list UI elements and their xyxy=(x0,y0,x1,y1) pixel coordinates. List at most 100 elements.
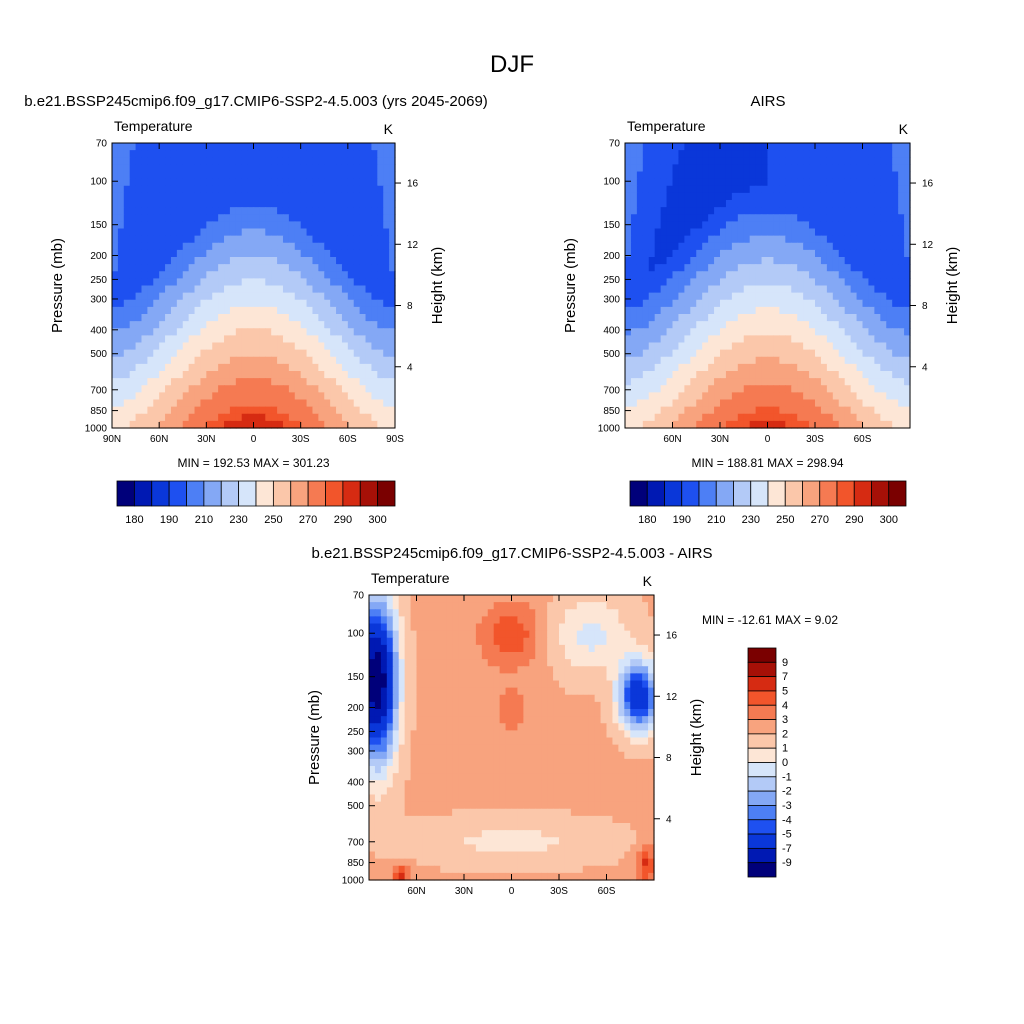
field-cell xyxy=(147,235,154,244)
field-cell xyxy=(129,356,137,365)
field-cell xyxy=(737,292,745,301)
field-cell xyxy=(440,687,447,696)
field-cell xyxy=(898,378,905,386)
field-cell xyxy=(312,257,319,265)
field-cell xyxy=(306,257,314,265)
field-cell xyxy=(383,171,390,180)
field-cell xyxy=(570,716,578,724)
field-cell xyxy=(147,192,154,201)
field-cell xyxy=(392,687,400,696)
field-cell xyxy=(898,143,905,151)
field-cell xyxy=(300,342,308,351)
field-cell xyxy=(277,306,284,315)
field-cell xyxy=(517,616,524,625)
field-cell xyxy=(129,214,137,222)
field-cell xyxy=(636,349,644,358)
field-cell xyxy=(141,221,148,230)
field-cell xyxy=(371,235,378,244)
field-cell xyxy=(886,349,893,358)
field-cell xyxy=(371,143,378,151)
field-cell xyxy=(469,630,477,639)
field-cell xyxy=(755,157,763,165)
field-cell xyxy=(708,406,715,415)
field-cell xyxy=(241,371,249,379)
field-cell xyxy=(702,150,709,158)
field-cell xyxy=(253,264,260,272)
field-cell xyxy=(359,399,367,408)
field-cell xyxy=(306,207,314,215)
field-cell xyxy=(176,292,184,301)
field-cell xyxy=(630,192,638,201)
field-cell xyxy=(785,278,792,287)
field-cell xyxy=(374,616,382,625)
field-cell xyxy=(398,616,406,625)
field-cell xyxy=(892,221,899,230)
field-cell xyxy=(182,221,190,230)
field-cell xyxy=(277,157,284,165)
y2-tick-label: 4 xyxy=(407,362,413,373)
field-cell xyxy=(803,200,810,208)
field-cell xyxy=(535,623,542,632)
field-cell xyxy=(377,392,384,401)
field-cell xyxy=(820,242,828,251)
field-cell xyxy=(714,164,721,173)
field-cell xyxy=(135,164,143,173)
field-cell xyxy=(440,737,447,746)
field-cell xyxy=(371,314,378,322)
field-cell xyxy=(624,652,631,660)
field-cell xyxy=(886,378,893,386)
field-cell xyxy=(850,164,858,173)
field-cell xyxy=(648,314,656,322)
field-cell xyxy=(625,363,632,372)
field-cell xyxy=(129,285,137,294)
field-cell xyxy=(660,278,668,287)
field-cell xyxy=(469,680,477,689)
field-cell xyxy=(380,723,388,731)
field-cell xyxy=(850,328,858,336)
field-cell xyxy=(282,413,290,422)
field-cell xyxy=(147,207,154,215)
field-cell xyxy=(123,150,131,158)
field-cell xyxy=(271,264,278,272)
field-cell xyxy=(648,214,656,222)
field-cell xyxy=(791,207,798,215)
field-cell xyxy=(625,378,632,386)
field-cell xyxy=(380,595,388,603)
field-cell xyxy=(165,157,172,165)
field-cell xyxy=(371,406,378,415)
field-cell xyxy=(850,264,858,272)
field-cell xyxy=(630,221,638,230)
field-cell xyxy=(365,271,373,279)
field-cell xyxy=(850,335,858,344)
field-cell xyxy=(422,730,429,739)
field-cell xyxy=(690,192,697,201)
field-cell xyxy=(371,356,378,365)
field-cell xyxy=(336,314,343,322)
field-cell xyxy=(660,306,668,315)
field-cell xyxy=(475,595,483,603)
field-cell xyxy=(312,164,319,173)
field-cell xyxy=(624,723,631,731)
field-cell xyxy=(247,349,255,358)
field-cell xyxy=(743,314,751,322)
field-cell xyxy=(147,314,154,322)
field-cell xyxy=(347,420,355,429)
field-cell xyxy=(874,378,881,386)
field-cell xyxy=(785,207,792,215)
field-cell xyxy=(505,716,513,724)
field-cell xyxy=(815,292,822,301)
field-cell xyxy=(624,680,631,689)
field-cell xyxy=(642,207,650,215)
field-cell xyxy=(672,371,680,379)
field-cell xyxy=(306,278,314,287)
field-cell xyxy=(247,278,255,287)
field-cell xyxy=(672,356,680,365)
field-cell xyxy=(773,192,780,201)
field-cell xyxy=(523,666,530,674)
field-cell xyxy=(475,694,483,703)
field-cell xyxy=(755,185,763,194)
field-cell xyxy=(630,178,638,187)
field-cell xyxy=(117,178,125,187)
field-cell xyxy=(600,652,608,660)
field-cell xyxy=(324,378,331,386)
